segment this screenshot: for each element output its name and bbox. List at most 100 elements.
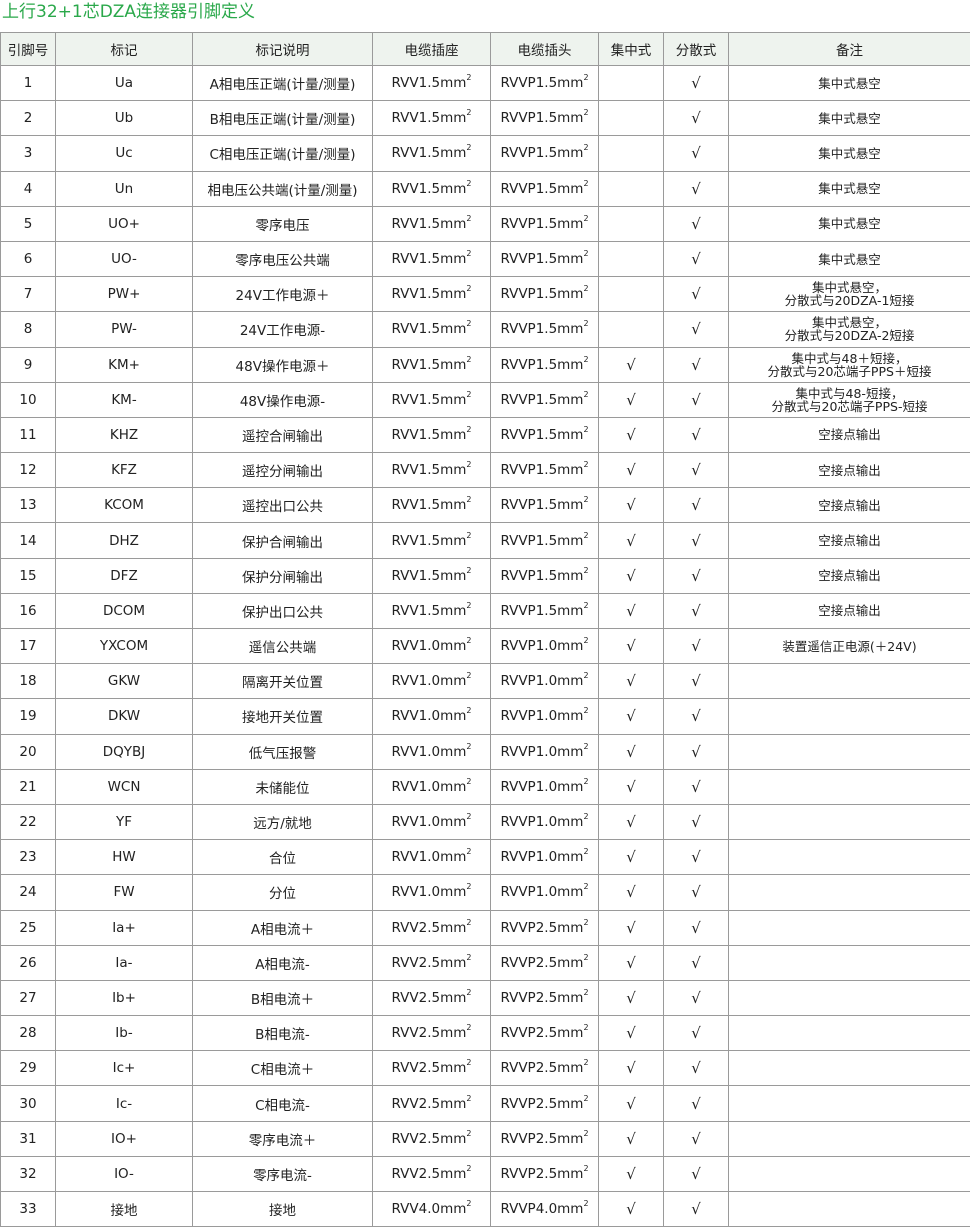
superscript: 2 <box>583 143 588 152</box>
plug-spec: RVVP1.0mm <box>500 884 583 900</box>
superscript: 2 <box>466 495 471 504</box>
cell-socket: RVV1.5mm2 <box>373 347 491 382</box>
cell-socket: RVV1.5mm2 <box>373 523 491 558</box>
cell-pin: 5 <box>1 206 56 241</box>
superscript: 2 <box>583 742 588 751</box>
check-mark-icon: √ <box>691 637 701 655</box>
cell-description: 接地开关位置 <box>193 699 373 734</box>
cell-mark: FW <box>56 875 193 910</box>
header-note: 备注 <box>729 33 970 66</box>
cell-socket: RVV2.5mm2 <box>373 1016 491 1051</box>
cell-description: 合位 <box>193 840 373 875</box>
cell-mark: UO- <box>56 241 193 276</box>
cell-description: 零序电流＋ <box>193 1121 373 1156</box>
cell-plug: RVVP1.5mm2 <box>491 241 599 276</box>
cell-pin: 14 <box>1 523 56 558</box>
cell-socket: RVV2.5mm2 <box>373 980 491 1015</box>
superscript: 2 <box>466 988 471 997</box>
plug-spec: RVVP1.5mm <box>500 357 583 373</box>
cell-pin: 31 <box>1 1121 56 1156</box>
check-mark-icon: √ <box>691 567 701 585</box>
cell-note: 集中式悬空 <box>729 171 970 206</box>
superscript: 2 <box>583 706 588 715</box>
superscript: 2 <box>466 1058 471 1067</box>
cell-note: 空接点输出 <box>729 593 970 628</box>
cell-distributed: √ <box>664 734 729 769</box>
cell-central: √ <box>599 347 664 382</box>
superscript: 2 <box>583 847 588 856</box>
header-plug: 电缆插头 <box>491 33 599 66</box>
cell-socket: RVV1.5mm2 <box>373 66 491 101</box>
cell-plug: RVVP1.0mm2 <box>491 629 599 664</box>
cell-mark: IO- <box>56 1156 193 1191</box>
cell-distributed: √ <box>664 277 729 312</box>
cell-note: 装置遥信正电源(＋24V) <box>729 629 970 664</box>
cell-description: 48V操作电源- <box>193 382 373 417</box>
cell-distributed: √ <box>664 136 729 171</box>
plug-spec: RVVP1.0mm <box>500 779 583 795</box>
check-mark-icon: √ <box>626 883 636 901</box>
superscript: 2 <box>466 882 471 891</box>
cell-central <box>599 277 664 312</box>
superscript: 2 <box>466 73 471 82</box>
superscript: 2 <box>583 355 588 364</box>
superscript: 2 <box>583 1023 588 1032</box>
note-line: 集中式悬空 <box>729 112 970 125</box>
cell-plug: RVVP1.5mm2 <box>491 453 599 488</box>
cell-central: √ <box>599 1051 664 1086</box>
socket-spec: RVV1.5mm <box>392 110 467 126</box>
cell-socket: RVV1.5mm2 <box>373 136 491 171</box>
cell-central: √ <box>599 1121 664 1156</box>
cell-description: 隔离开关位置 <box>193 664 373 699</box>
check-mark-icon: √ <box>691 144 701 162</box>
cell-distributed: √ <box>664 453 729 488</box>
cell-pin: 13 <box>1 488 56 523</box>
check-mark-icon: √ <box>626 532 636 550</box>
cell-socket: RVV1.0mm2 <box>373 734 491 769</box>
cell-plug: RVVP2.5mm2 <box>491 945 599 980</box>
cell-central: √ <box>599 769 664 804</box>
cell-central: √ <box>599 1156 664 1191</box>
cell-mark: UO+ <box>56 206 193 241</box>
check-mark-icon: √ <box>691 848 701 866</box>
check-mark-icon: √ <box>691 707 701 725</box>
check-mark-icon: √ <box>691 813 701 831</box>
cell-pin: 19 <box>1 699 56 734</box>
socket-spec: RVV1.0mm <box>392 814 467 830</box>
socket-spec: RVV1.5mm <box>392 286 467 302</box>
check-mark-icon: √ <box>691 1024 701 1042</box>
cell-central: √ <box>599 417 664 452</box>
cell-socket: RVV1.5mm2 <box>373 417 491 452</box>
superscript: 2 <box>466 742 471 751</box>
check-mark-icon: √ <box>626 391 636 409</box>
cell-pin: 2 <box>1 101 56 136</box>
cell-pin: 18 <box>1 664 56 699</box>
superscript: 2 <box>466 460 471 469</box>
cell-pin: 8 <box>1 312 56 347</box>
superscript: 2 <box>466 1023 471 1032</box>
check-mark-icon: √ <box>626 637 636 655</box>
cell-note <box>729 980 970 1015</box>
check-mark-icon: √ <box>626 743 636 761</box>
plug-spec: RVVP1.5mm <box>500 533 583 549</box>
cell-pin: 28 <box>1 1016 56 1051</box>
note-line: 分散式与20芯端子PPS-短接 <box>729 400 970 413</box>
plug-spec: RVVP1.5mm <box>500 251 583 267</box>
plug-spec: RVVP1.5mm <box>500 392 583 408</box>
cell-plug: RVVP2.5mm2 <box>491 910 599 945</box>
check-mark-icon: √ <box>626 672 636 690</box>
note-line: 装置遥信正电源(＋24V) <box>729 640 970 653</box>
cell-pin: 25 <box>1 910 56 945</box>
cell-central: √ <box>599 629 664 664</box>
superscript: 2 <box>466 390 471 399</box>
